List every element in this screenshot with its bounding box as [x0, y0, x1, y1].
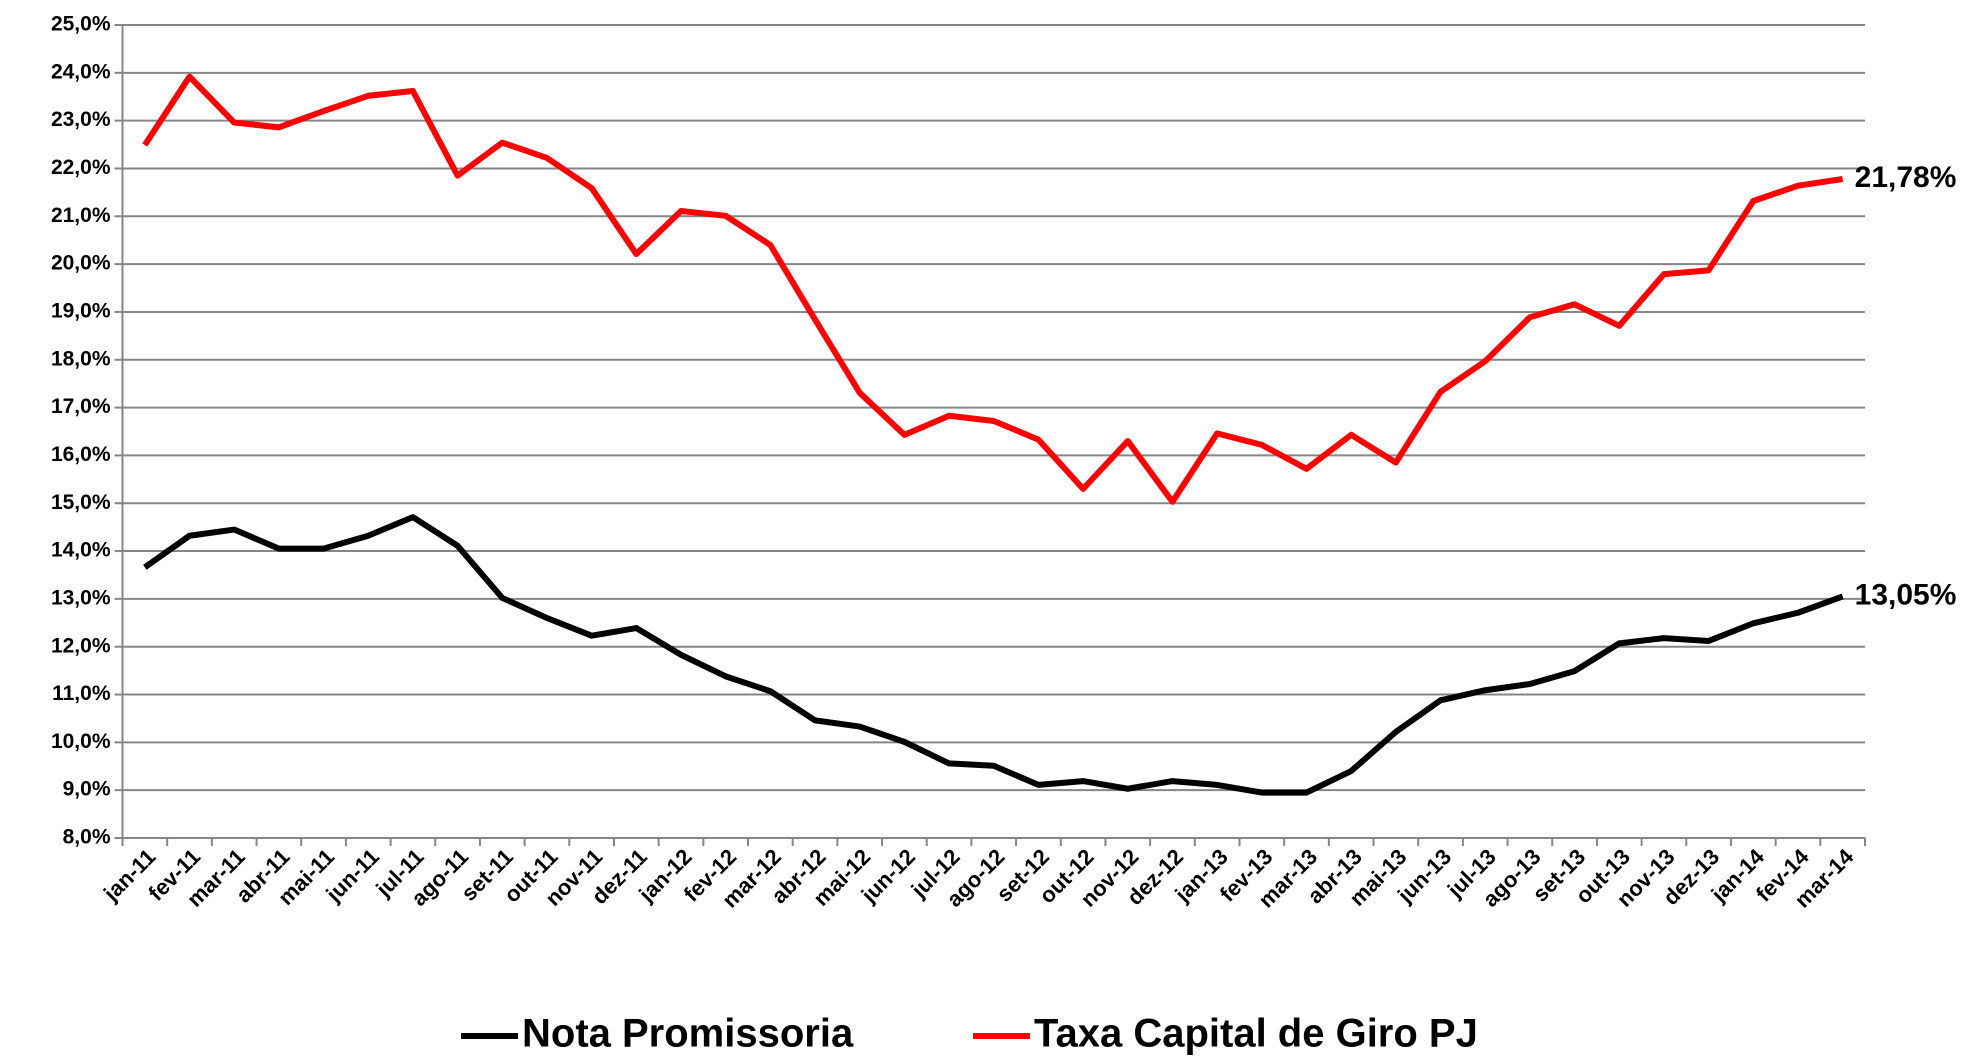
legend-label: Nota Promissoria	[522, 1012, 854, 1056]
y-tick-label: 8,0%	[63, 826, 111, 849]
data-label: 13,05%	[1855, 578, 1957, 611]
data-label: 21,78%	[1855, 161, 1957, 194]
y-tick-label: 24,0%	[51, 60, 111, 83]
y-tick-label: 14,0%	[51, 539, 111, 562]
y-tick-label: 15,0%	[51, 491, 111, 514]
y-tick-label: 23,0%	[51, 108, 111, 131]
y-tick-label: 21,0%	[51, 204, 111, 227]
series-line	[142, 73, 1844, 505]
y-tick-label: 22,0%	[51, 156, 111, 179]
legend-label: Taxa Capital de Giro PJ	[1034, 1012, 1478, 1056]
y-tick-label: 18,0%	[51, 347, 111, 370]
series-line	[143, 514, 1844, 796]
y-tick-label: 10,0%	[51, 730, 111, 753]
y-tick-label: 11,0%	[52, 682, 111, 705]
y-tick-label: 19,0%	[51, 299, 111, 322]
y-tick-label: 17,0%	[51, 395, 111, 418]
y-tick-label: 20,0%	[51, 252, 111, 275]
y-tick-label: 9,0%	[63, 778, 111, 801]
y-tick-label: 12,0%	[51, 634, 111, 657]
y-tick-label: 13,0%	[51, 586, 111, 609]
y-tick-label: 25,0%	[51, 13, 111, 36]
y-tick-label: 16,0%	[51, 443, 111, 466]
